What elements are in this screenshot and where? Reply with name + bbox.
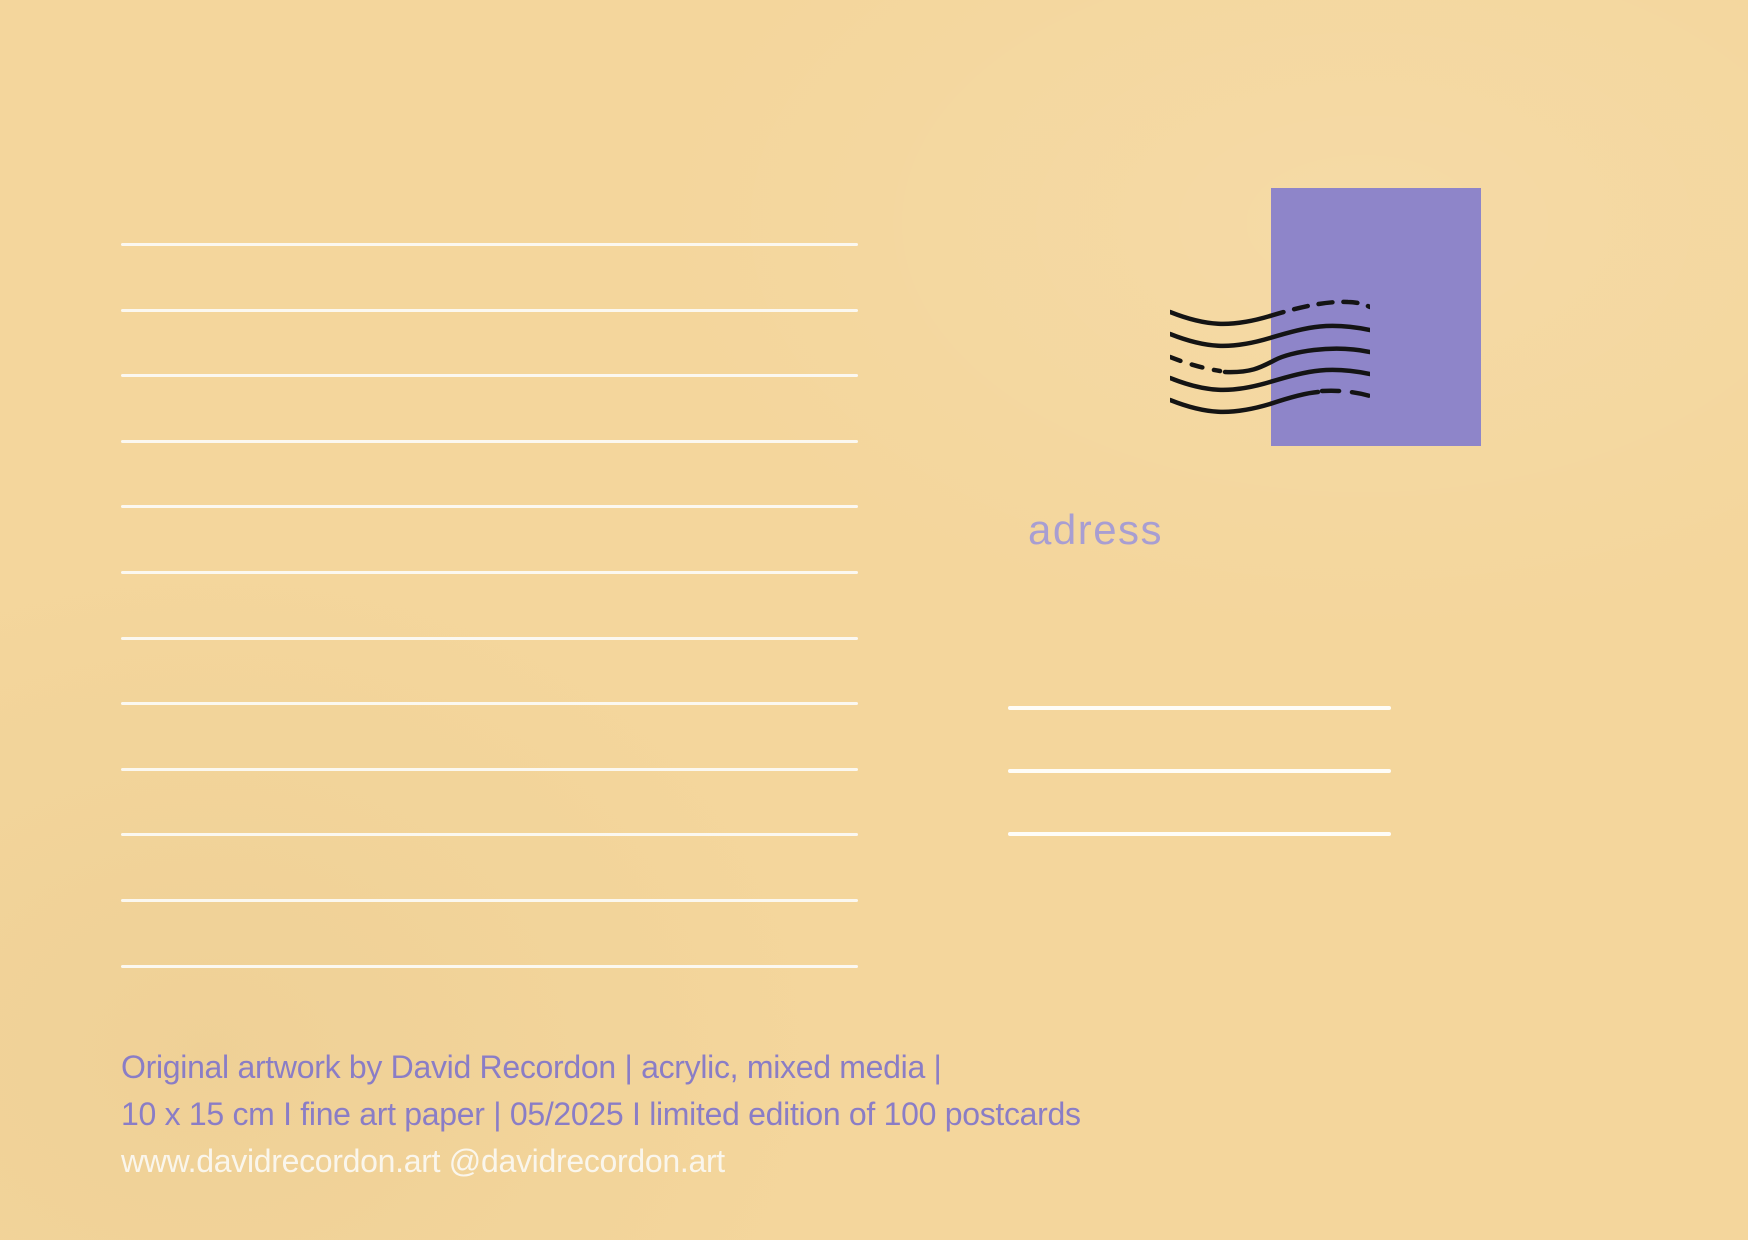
message-line bbox=[121, 309, 858, 312]
message-line bbox=[121, 768, 858, 771]
footer: Original artwork by David Recordon | acr… bbox=[121, 1044, 1081, 1185]
message-line bbox=[121, 440, 858, 443]
address-line bbox=[1008, 769, 1391, 773]
address-line bbox=[1008, 832, 1391, 836]
footer-edition-info: 10 x 15 cm I fine art paper | 05/2025 I … bbox=[121, 1096, 1081, 1132]
address-label: adress bbox=[1028, 506, 1164, 553]
stamp bbox=[1271, 188, 1481, 446]
message-line bbox=[121, 571, 858, 574]
message-line bbox=[121, 243, 858, 246]
message-line bbox=[121, 965, 858, 968]
footer-artwork-info: Original artwork by David Recordon | acr… bbox=[121, 1049, 942, 1085]
message-line bbox=[121, 637, 858, 640]
message-line bbox=[121, 899, 858, 902]
message-line bbox=[121, 505, 858, 508]
postmark-wave-icon bbox=[1170, 299, 1370, 415]
message-line bbox=[121, 702, 858, 705]
message-line bbox=[121, 833, 858, 836]
message-line bbox=[121, 374, 858, 377]
address-line bbox=[1008, 706, 1391, 710]
footer-website-info: www.davidrecordon.art @davidrecordon.art bbox=[121, 1143, 725, 1179]
